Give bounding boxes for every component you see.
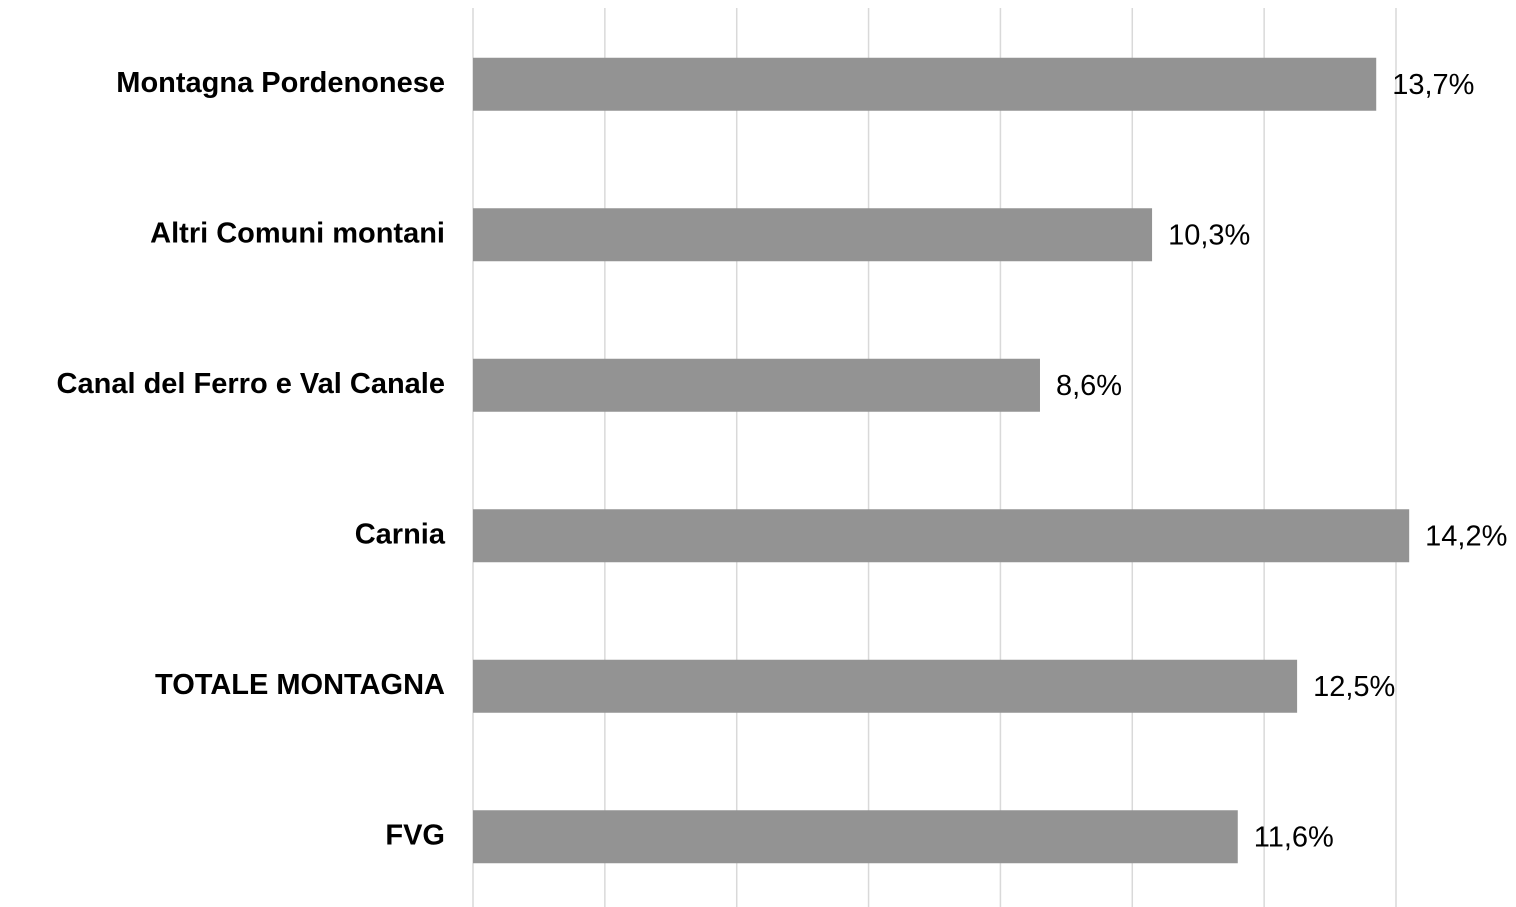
value-label: 14,2% (1425, 520, 1507, 552)
category-label: Montagna Pordenonese (116, 67, 445, 99)
category-label: Altri Comuni montani (150, 217, 445, 249)
category-label: Canal del Ferro e Val Canale (57, 368, 445, 400)
category-label: TOTALE MONTAGNA (155, 669, 445, 701)
category-label: Carnia (355, 518, 446, 550)
value-label: 13,7% (1392, 69, 1474, 101)
bar (473, 208, 1153, 262)
value-label: 8,6% (1056, 370, 1122, 402)
value-label: 10,3% (1168, 219, 1250, 251)
category-label: FVG (385, 819, 445, 851)
bar (473, 659, 1298, 713)
bar (473, 358, 1040, 412)
bar (473, 810, 1238, 864)
value-label: 12,5% (1313, 671, 1395, 703)
value-label: 11,6% (1254, 821, 1334, 853)
bar (473, 509, 1410, 563)
bar (473, 57, 1377, 111)
